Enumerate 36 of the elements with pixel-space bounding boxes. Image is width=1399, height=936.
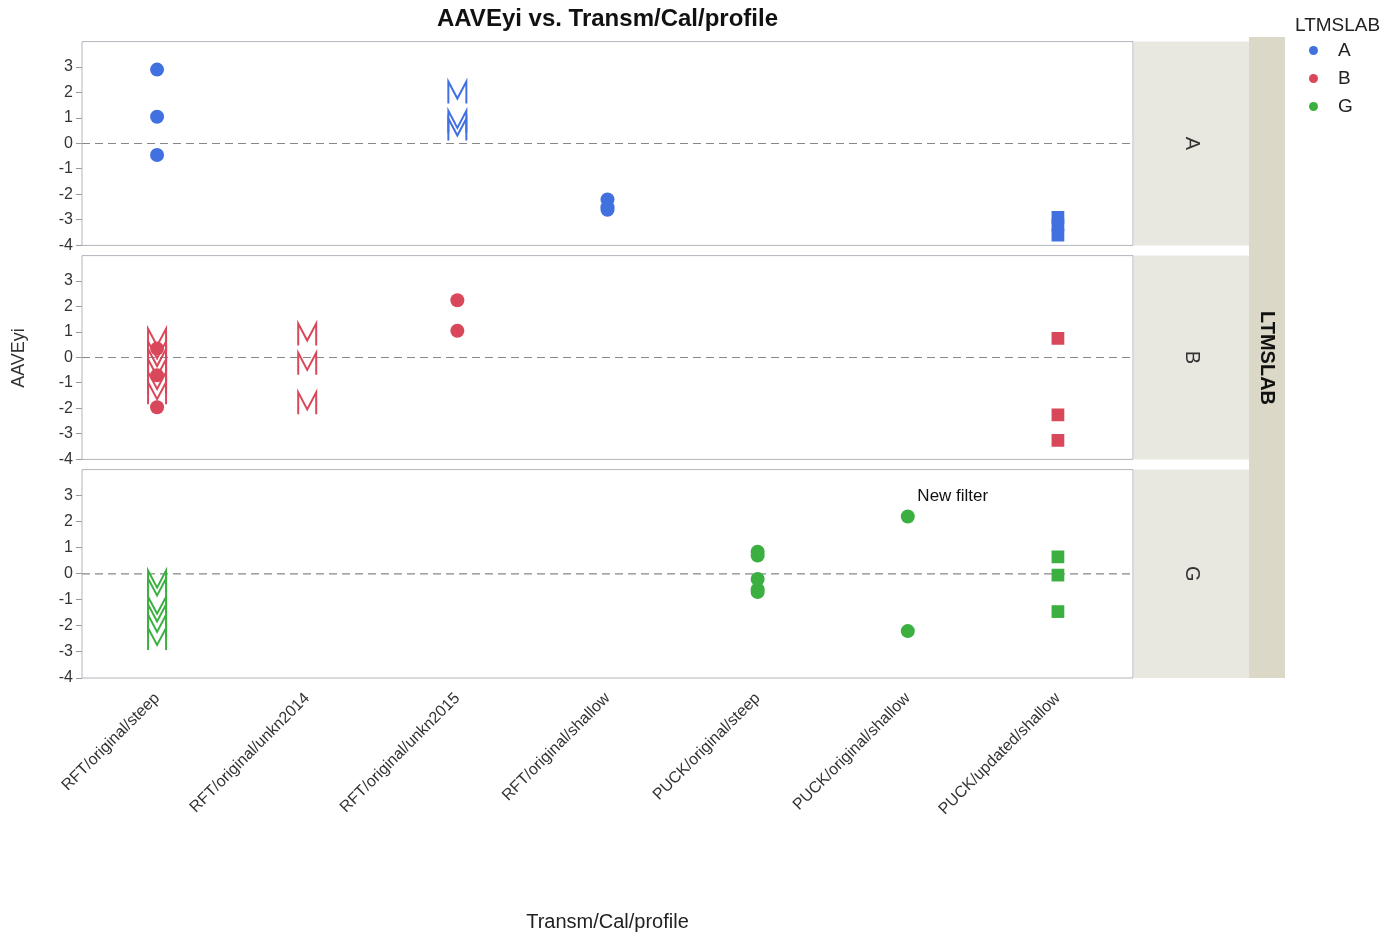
y-tick-label: -3 — [58, 424, 74, 442]
y-tick-label: 3 — [64, 271, 74, 289]
legend-label: B — [1338, 67, 1351, 89]
y-tick-label: -1 — [58, 590, 74, 608]
y-tick-label: -1 — [58, 159, 74, 177]
annotation: New filter — [917, 485, 989, 505]
legend-label: A — [1338, 39, 1351, 61]
y-axis-title: AAVEyi — [7, 327, 29, 388]
chart-title: AAVEyi vs. Transm/Cal/profile — [436, 4, 779, 32]
y-tick-label: 2 — [64, 296, 74, 314]
y-tick-label: 2 — [64, 82, 74, 100]
y-tick-label: -3 — [58, 210, 74, 228]
y-tick-label: 0 — [64, 564, 74, 582]
y-tick-label: -2 — [58, 616, 74, 634]
y-tick-label: 1 — [64, 108, 74, 126]
y-tick-label: 2 — [64, 512, 74, 530]
text: G — [1181, 566, 1204, 582]
y-tick-label: 1 — [64, 322, 74, 340]
y-tick-label: -3 — [58, 642, 74, 660]
text: A — [1181, 136, 1204, 151]
legend-title: LTMSLAB — [1255, 310, 1279, 405]
y-tick-label: 3 — [64, 486, 74, 504]
text: B — [1181, 350, 1204, 365]
y-tick-label: -1 — [58, 373, 74, 391]
y-tick-label: -2 — [58, 398, 74, 416]
y-tick-label: 0 — [64, 347, 74, 365]
y-tick-label: 3 — [64, 57, 74, 75]
y-tick-label: -2 — [58, 184, 74, 202]
legend-label: G — [1338, 95, 1353, 117]
y-tick-label: 0 — [64, 133, 74, 151]
y-tick-label: -4 — [58, 235, 74, 253]
y-tick-label: 1 — [64, 538, 74, 556]
x-axis-title: Transm/Cal/profile — [525, 910, 690, 933]
y-tick-label: -4 — [58, 449, 74, 467]
y2-axis-title: LTMSLAB — [1295, 14, 1381, 36]
y-tick-label: -4 — [58, 668, 74, 686]
